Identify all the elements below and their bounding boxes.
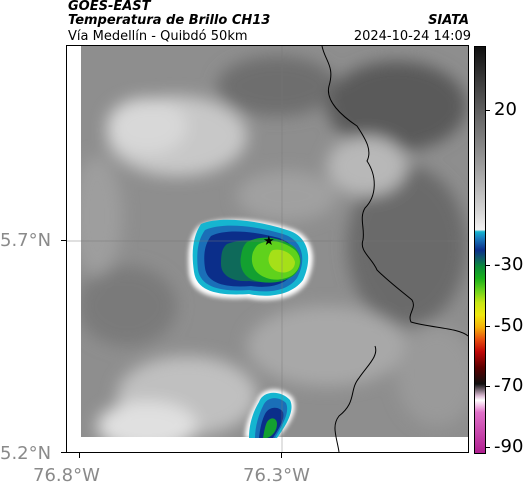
satellite-map[interactable]: ★: [66, 45, 469, 453]
colorbar-tick-minus90: [486, 447, 490, 448]
brightness-temperature-image: ★: [67, 46, 468, 452]
colorbar-label-minus50: -50: [494, 315, 524, 336]
colorbar-label-minus30: -30: [494, 254, 524, 275]
colorbar-label-minus70: -70: [494, 375, 524, 396]
lat-tickmark-2: [61, 452, 66, 453]
convective-cell-main: [188, 219, 313, 300]
satellite-name: GOES-EAST: [68, 0, 151, 14]
timestamp: 2024-10-24 14:09: [353, 29, 471, 44]
lon-tickmark-2: [281, 453, 282, 458]
colorbar-tick-minus70: [486, 386, 490, 387]
lat-tick-label-2: 5.2°N: [0, 443, 52, 464]
colorbar-tick-20: [486, 110, 490, 111]
product-title: Temperatura de Brillo CH13: [68, 13, 271, 28]
lat-tickmark-1: [61, 240, 66, 241]
city-marker-icon: ★: [263, 234, 275, 249]
colorbar-label-20: 20: [494, 99, 517, 120]
region-subtitle: Vía Medellín - Quibdó 50km: [68, 29, 248, 44]
organization-name: SIATA: [428, 13, 469, 28]
lon-tick-label-1: 76.8°W: [33, 465, 100, 486]
colorbar-tick-minus30: [486, 265, 490, 266]
temperature-colorbar: [474, 46, 486, 454]
colorbar-tick-minus50: [486, 326, 490, 327]
lon-tick-label-2: 76.3°W: [243, 465, 310, 486]
colorbar-label-minus90: -90: [494, 436, 524, 457]
department-border: [321, 46, 468, 452]
lon-tickmark-1: [79, 453, 80, 458]
lat-tick-label-1: 5.7°N: [0, 230, 52, 251]
